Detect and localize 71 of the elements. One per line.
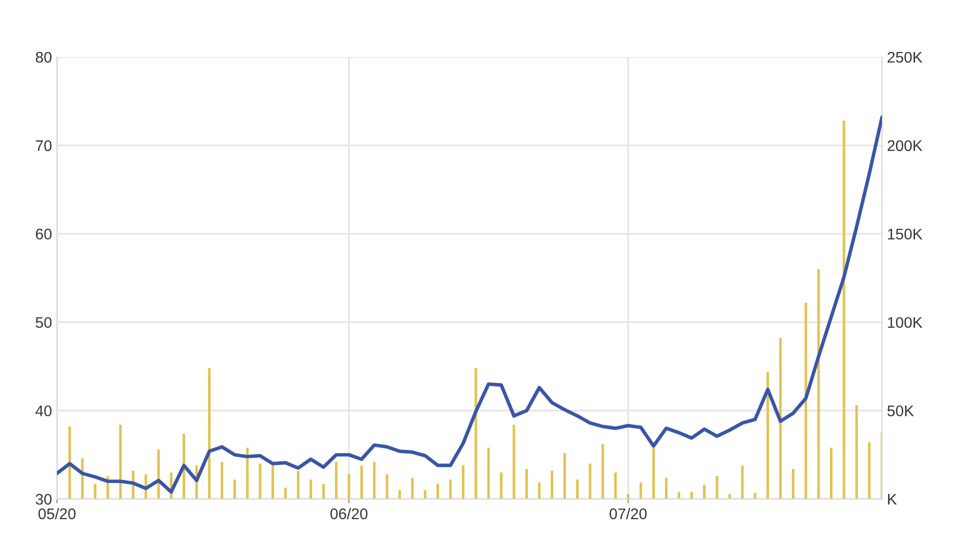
- bar: [842, 120, 846, 499]
- bar: [588, 464, 592, 499]
- bar: [348, 474, 350, 499]
- bar: [525, 468, 528, 499]
- bar: [424, 490, 426, 499]
- bar: [855, 405, 858, 499]
- y2-tick-label: 200K: [888, 140, 922, 152]
- bar: [119, 424, 122, 499]
- y-tick-label: 60: [36, 228, 52, 240]
- bar: [664, 478, 668, 499]
- bar: [462, 465, 464, 499]
- bar: [576, 480, 579, 499]
- bar: [487, 448, 490, 499]
- x-tick-label: 07/20: [610, 508, 647, 520]
- bar: [614, 472, 617, 499]
- y2-tick-label: 250K: [888, 52, 922, 63]
- bar: [233, 480, 236, 499]
- y-tick-label: 50: [36, 317, 52, 328]
- bar: [830, 448, 832, 499]
- y2-tick-label: 50K: [887, 405, 914, 416]
- bar: [449, 480, 452, 499]
- bar: [474, 368, 478, 499]
- bar: [690, 492, 693, 499]
- bar: [678, 492, 680, 499]
- bar: [728, 494, 731, 499]
- bar: [310, 480, 312, 499]
- bar: [703, 484, 706, 499]
- y-tick-label: 70: [36, 140, 52, 152]
- bar: [804, 302, 808, 499]
- bar: [398, 490, 401, 499]
- bar: [272, 465, 274, 499]
- bar: [716, 476, 718, 499]
- bar: [817, 269, 820, 499]
- y-tick-label: 30: [36, 494, 52, 505]
- bar: [602, 444, 604, 499]
- bar: [500, 472, 502, 499]
- bar: [626, 494, 630, 499]
- bar: [360, 465, 363, 499]
- bar: [68, 426, 71, 499]
- bar: [334, 462, 338, 499]
- bar: [386, 474, 388, 499]
- bar: [220, 462, 224, 499]
- bar: [779, 338, 782, 499]
- bar: [512, 424, 516, 499]
- bar: [538, 482, 541, 499]
- bar: [550, 470, 554, 499]
- y2-tick-label: 100K: [888, 317, 922, 328]
- bar: [436, 484, 440, 499]
- x-tick-label: 05/20: [38, 508, 76, 520]
- bar: [652, 448, 655, 499]
- bar: [640, 482, 642, 499]
- line-series: [57, 115, 882, 494]
- y-tick-label: 40: [36, 405, 52, 416]
- bar: [322, 484, 325, 499]
- bar: [563, 453, 566, 499]
- bar: [94, 484, 96, 499]
- bar: [868, 442, 871, 499]
- bar: [208, 368, 211, 499]
- bar: [766, 372, 770, 499]
- bar: [792, 468, 794, 499]
- bar: [246, 448, 249, 499]
- y-tick-label: 80: [36, 52, 52, 63]
- y2-tick-label: 150K: [888, 228, 922, 240]
- bar: [411, 478, 414, 499]
- bar: [373, 462, 376, 499]
- bar: [741, 465, 744, 499]
- bar: [296, 470, 300, 499]
- x-tick-label: 06/20: [330, 508, 368, 520]
- bar: [258, 464, 262, 499]
- bar: [284, 488, 287, 499]
- y2-tick-label: K: [888, 494, 897, 505]
